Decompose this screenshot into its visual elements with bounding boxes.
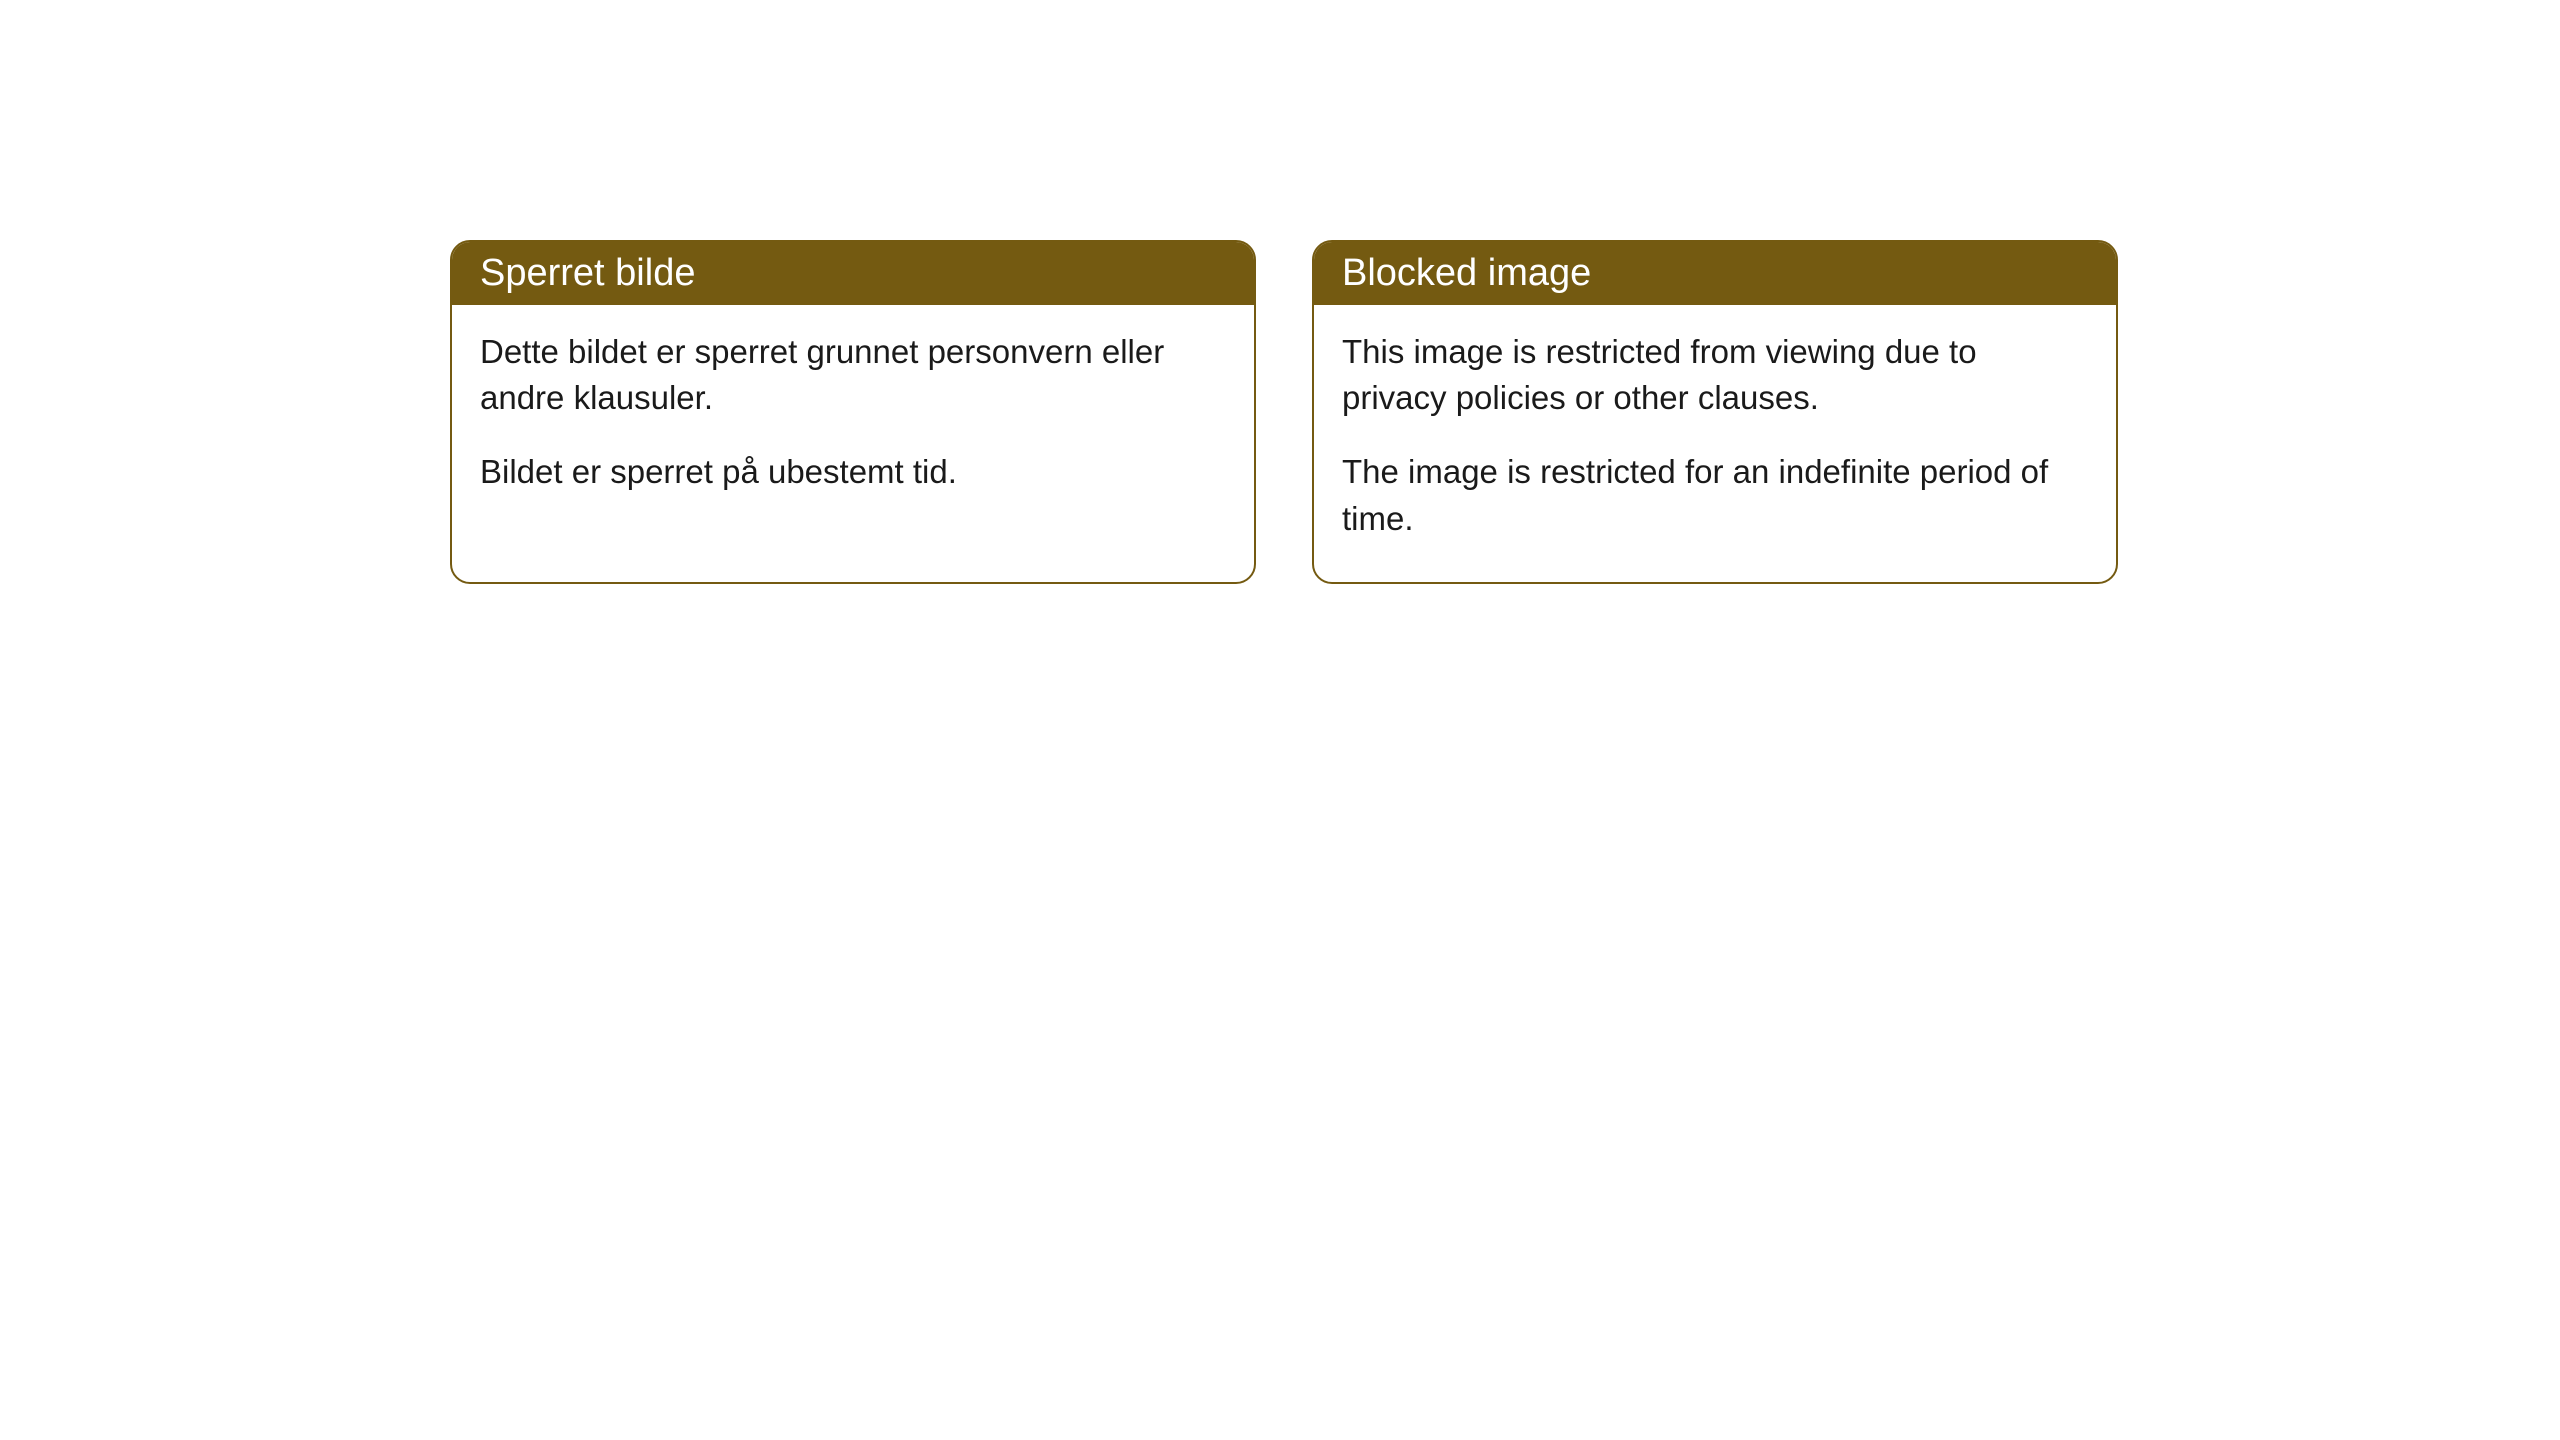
card-body: Dette bildet er sperret grunnet personve… (452, 305, 1254, 536)
card-container: Sperret bilde Dette bildet er sperret gr… (450, 240, 2118, 584)
card-header: Sperret bilde (452, 242, 1254, 305)
card-paragraph-2: The image is restricted for an indefinit… (1342, 449, 2088, 541)
card-paragraph-1: This image is restricted from viewing du… (1342, 329, 2088, 421)
card-body: This image is restricted from viewing du… (1314, 305, 2116, 582)
blocked-image-card-english: Blocked image This image is restricted f… (1312, 240, 2118, 584)
card-paragraph-2: Bildet er sperret på ubestemt tid. (480, 449, 1226, 495)
card-header: Blocked image (1314, 242, 2116, 305)
card-title: Blocked image (1342, 252, 1591, 294)
blocked-image-card-norwegian: Sperret bilde Dette bildet er sperret gr… (450, 240, 1256, 584)
card-title: Sperret bilde (480, 252, 695, 294)
card-paragraph-1: Dette bildet er sperret grunnet personve… (480, 329, 1226, 421)
